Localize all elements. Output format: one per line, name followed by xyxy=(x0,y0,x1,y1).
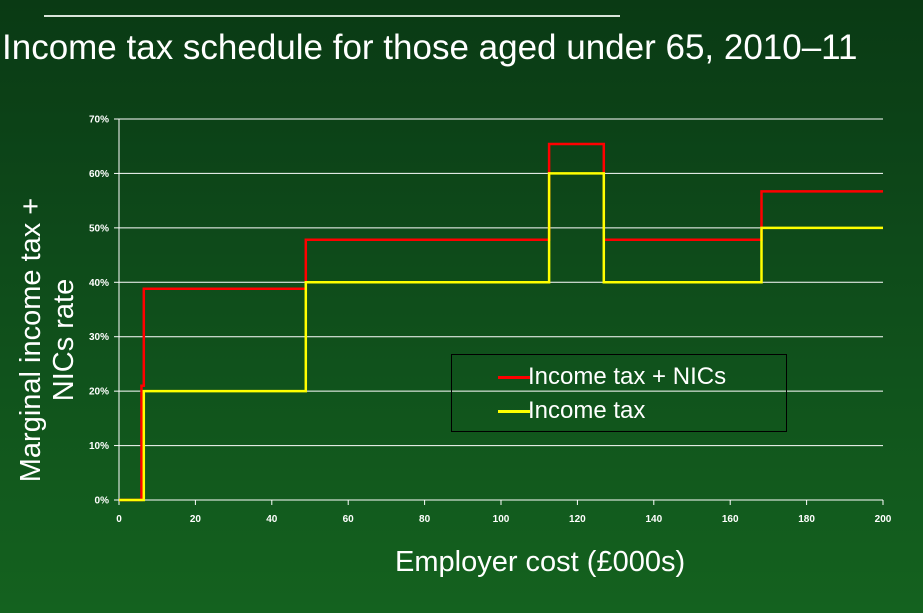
chart-title: Income tax schedule for those aged under… xyxy=(2,28,858,67)
x-axis-label: Employer cost (£000s) xyxy=(395,546,686,578)
x-tick-label-9: 180 xyxy=(798,514,815,525)
y-tick-label-6: 60% xyxy=(89,169,109,180)
x-tick-label-0: 0 xyxy=(116,514,122,525)
series-line-income-tax-nics xyxy=(119,142,883,502)
x-tick-label-10: 200 xyxy=(875,514,892,525)
top-divider-line xyxy=(44,15,620,17)
y-tick-label-5: 50% xyxy=(89,223,109,234)
x-tick-label-6: 120 xyxy=(569,514,586,525)
y-tick-label-1: 10% xyxy=(89,441,109,452)
legend-item-income-tax-nics: Income tax + NICs xyxy=(498,363,726,391)
x-tick-label-2: 40 xyxy=(266,514,278,525)
legend-label-income-tax: Income tax xyxy=(528,397,646,424)
y-tick-label-7: 70% xyxy=(89,115,109,126)
legend-item-income-tax: Income tax xyxy=(498,397,645,425)
x-tick-label-3: 60 xyxy=(343,514,355,525)
legend: Income tax + NICs Income tax xyxy=(451,354,787,432)
legend-swatch-yellow xyxy=(498,410,530,413)
x-tick-label-5: 100 xyxy=(493,514,510,525)
x-tick-label-8: 160 xyxy=(722,514,739,525)
y-tick-label-4: 40% xyxy=(89,278,109,289)
series-line-income-tax xyxy=(119,172,883,502)
x-tick-label-1: 20 xyxy=(190,514,202,525)
y-tick-label-3: 30% xyxy=(89,332,109,343)
legend-swatch-red xyxy=(498,376,530,379)
x-tick-label-4: 80 xyxy=(419,514,431,525)
y-tick-label-0: 0% xyxy=(95,496,110,507)
y-tick-label-2: 20% xyxy=(89,387,109,398)
x-tick-label-7: 140 xyxy=(645,514,662,525)
legend-label-income-tax-nics: Income tax + NICs xyxy=(528,363,727,390)
